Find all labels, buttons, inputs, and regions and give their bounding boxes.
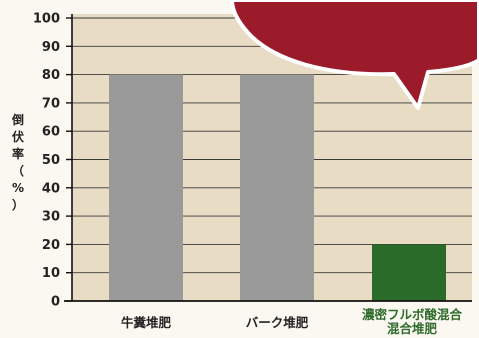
bar [109, 74, 183, 301]
y-tick-label: 10 [42, 266, 60, 281]
x-tick-label: 混合堆肥 [387, 321, 438, 336]
bars [109, 74, 446, 301]
y-tick-label: 100 [33, 12, 60, 27]
y-tick-label: 50 [42, 153, 60, 168]
axes [64, 14, 472, 302]
y-tick-label: 60 [42, 125, 60, 140]
callout-bubble-shape [230, 0, 479, 110]
bar [372, 244, 446, 301]
y-tick-label: 70 [42, 96, 60, 111]
y-tick-label: 40 [42, 181, 60, 196]
y-tick-labels: 0 10 20 30 40 50 60 70 80 90 100 [33, 12, 60, 310]
y-axis-title: 倒伏率（%） [11, 112, 24, 212]
x-tick-label: 濃密フルボ酸混合 [362, 307, 463, 322]
bar [240, 74, 314, 301]
x-tick-label: バーク堆肥 [246, 315, 309, 330]
y-axis-label: 倒伏率（%） [11, 112, 24, 212]
x-tick-label: 牛糞堆肥 [121, 315, 172, 330]
y-tick-label: 20 [42, 238, 60, 253]
y-tick-label: 30 [42, 210, 60, 225]
y-tick-label: 0 [51, 295, 60, 310]
callout-bubble [230, 0, 479, 110]
y-tick-label: 80 [42, 68, 60, 83]
y-tick-label: 90 [42, 40, 60, 55]
